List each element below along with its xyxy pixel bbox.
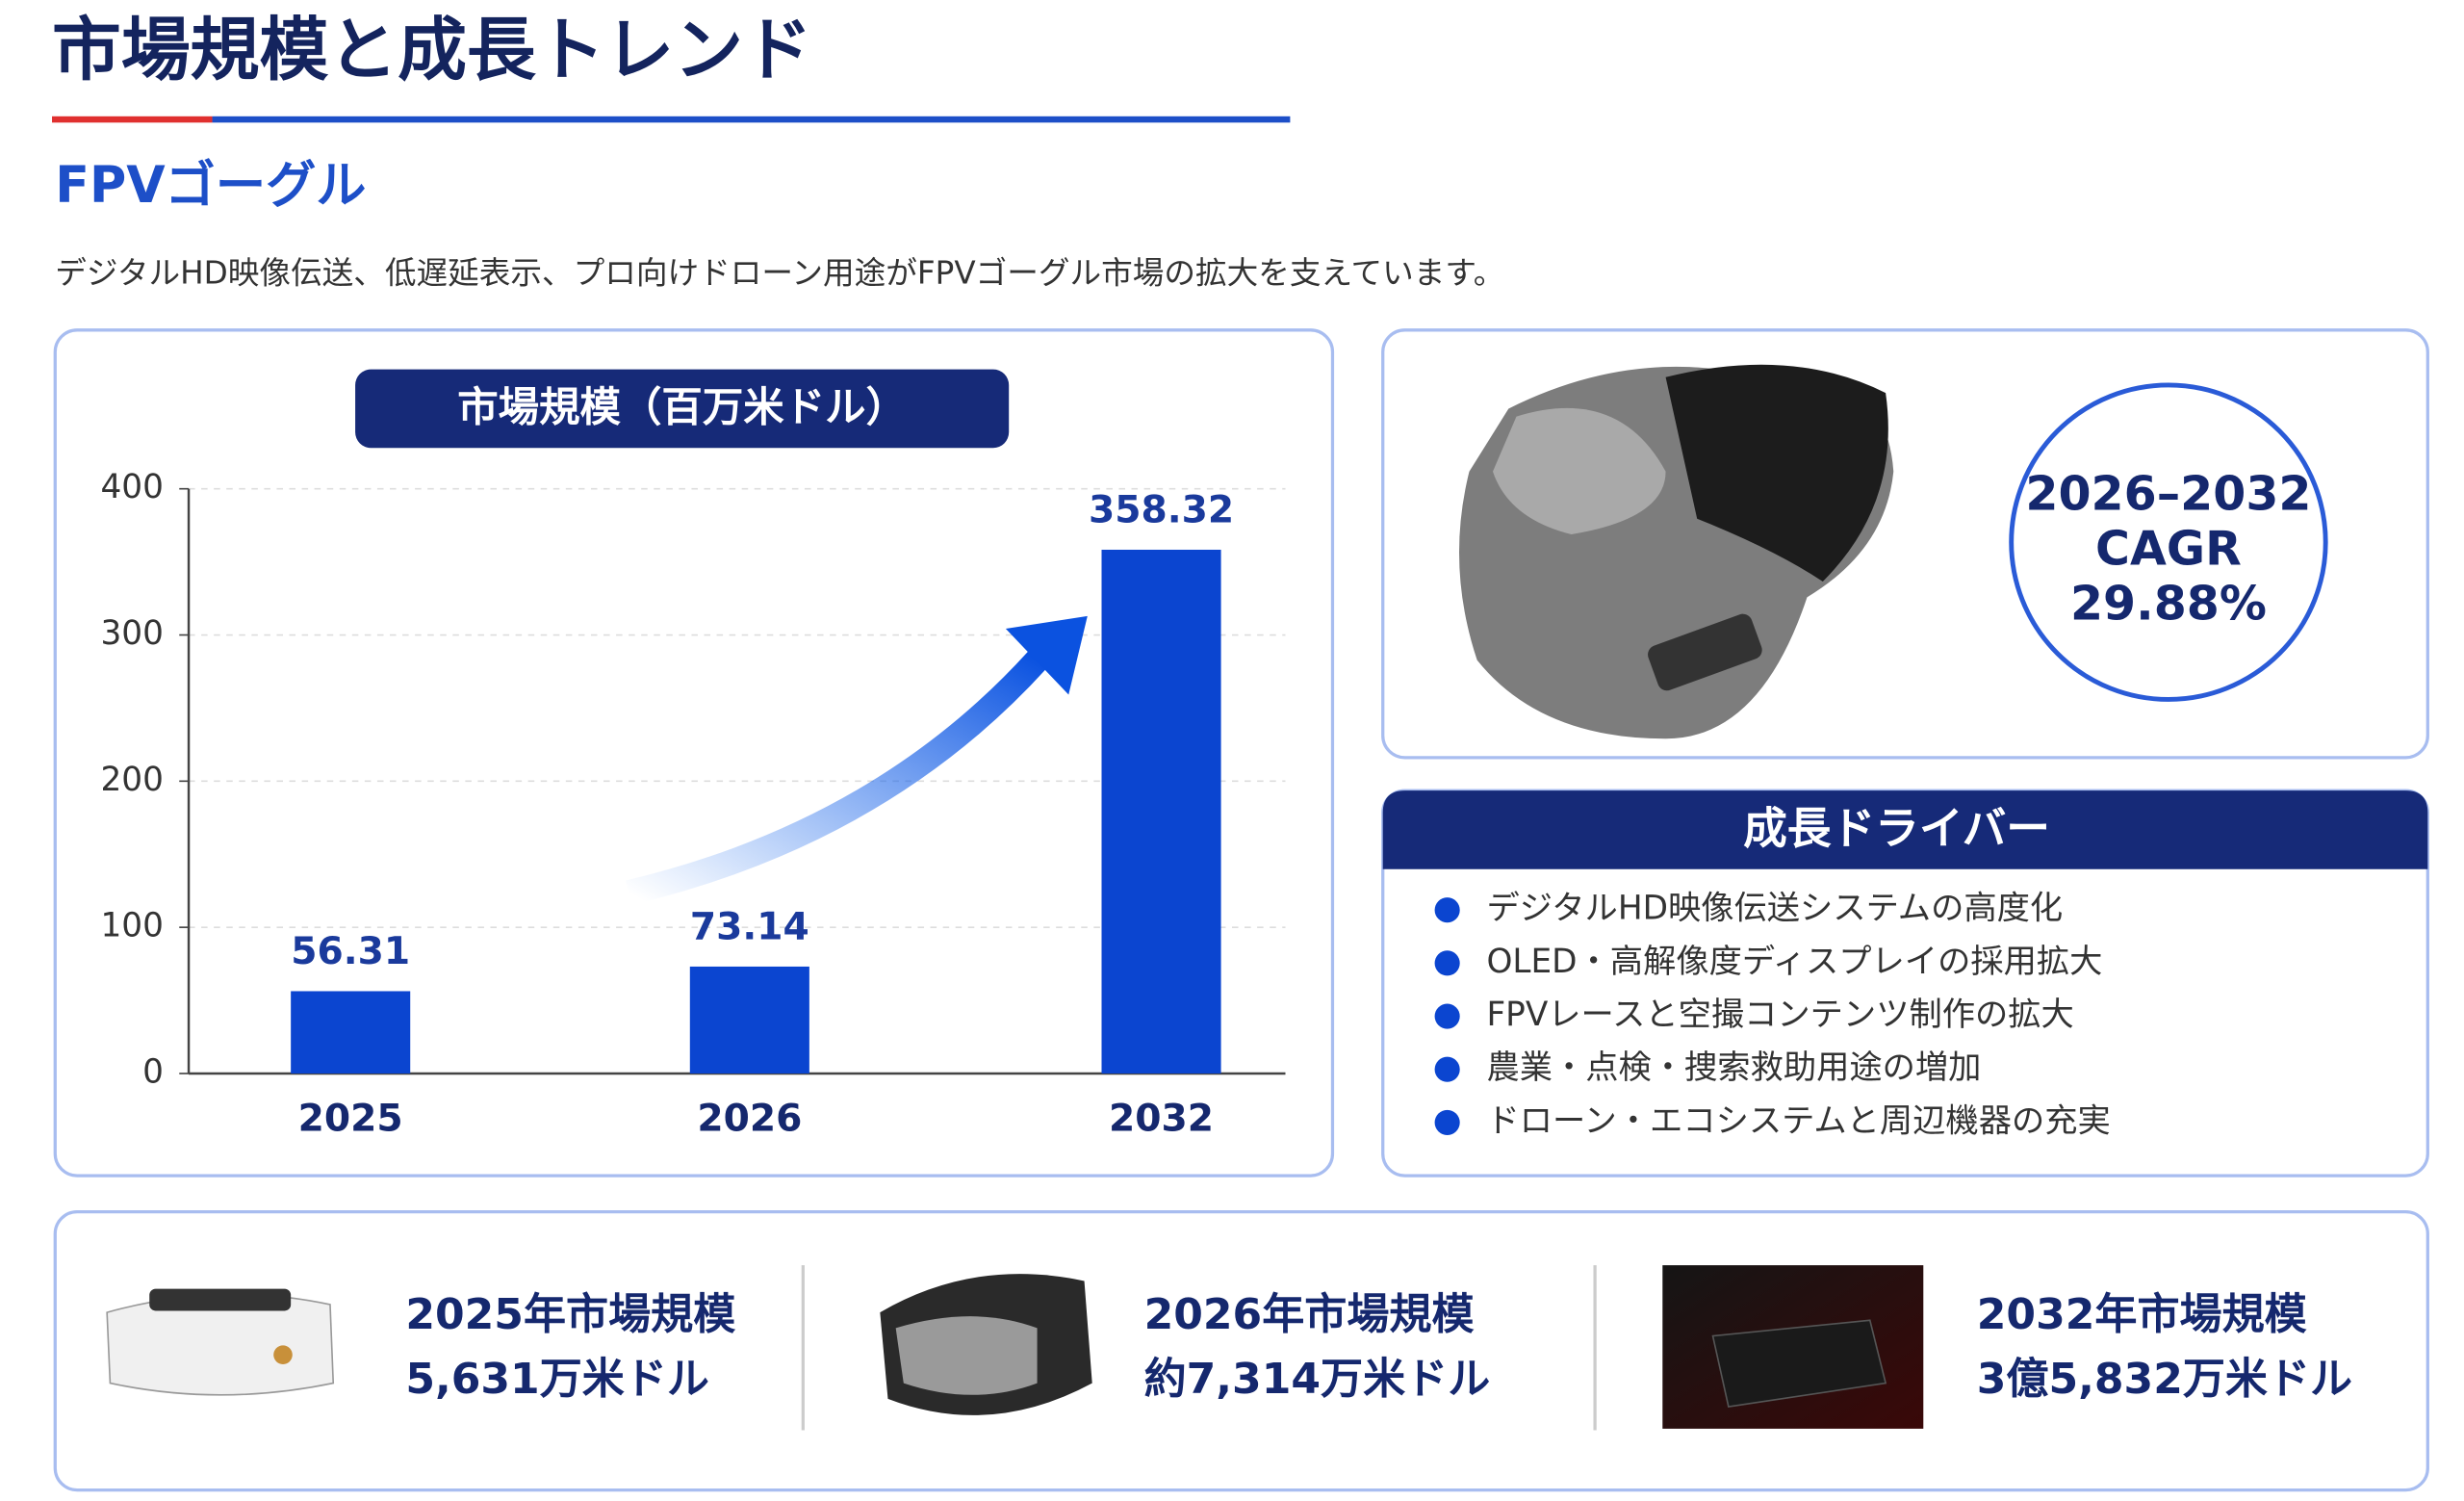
y-tick-label: 0 xyxy=(142,1052,164,1091)
underline-accent xyxy=(52,116,213,123)
bullet xyxy=(1434,897,1460,923)
drivers-list: デジタルHD映像伝送システムの高度化 OLED・高解像度ディスプレイの採用拡大 FP… xyxy=(1434,890,2111,1140)
trend-arrow xyxy=(626,651,1047,905)
bar xyxy=(1101,549,1221,1074)
drivers-title: 成長ドライバー xyxy=(1743,803,2050,854)
page-title: 市場規模と成長トレンド xyxy=(52,10,812,91)
description: デジタルHD映像伝送、低遅延表示、プロ向けドローン用途がFPVゴーグル市場の拡大… xyxy=(55,255,1504,292)
y-tick-label: 100 xyxy=(101,907,164,945)
cagr-period: 2026–2032 xyxy=(2025,466,2311,521)
product-image xyxy=(106,1288,335,1396)
driver-item: デジタルHD映像伝送システムの高度化 xyxy=(1486,890,2063,928)
summary-label: 2025年市場規模 xyxy=(405,1290,735,1339)
goggle-image xyxy=(1459,364,1894,739)
y-tick-label: 300 xyxy=(101,614,164,653)
driver-item: FPVレースと空撮コンテンツ制作の拡大 xyxy=(1486,996,2073,1034)
trend-arrow-head xyxy=(1005,615,1088,695)
bullet xyxy=(1434,950,1460,976)
cagr-label: CAGR xyxy=(2095,521,2242,576)
drivers-header xyxy=(1382,790,2428,869)
summary-label: 2026年市場規模 xyxy=(1144,1290,1475,1339)
summary-label: 2032年市場規模 xyxy=(1977,1290,2307,1339)
bullet xyxy=(1434,1003,1460,1029)
subtitle: FPVゴーグル xyxy=(55,157,366,215)
bullet xyxy=(1434,1056,1460,1082)
product-image xyxy=(880,1274,1092,1415)
x-tick-label: 2032 xyxy=(1109,1097,1214,1140)
bar xyxy=(689,966,809,1074)
x-tick-label: 2026 xyxy=(697,1097,802,1140)
summary-card xyxy=(53,1209,2429,1492)
value-label: 358.32 xyxy=(1089,488,1234,531)
driver-item: 農業・点検・捜索救助用途の増加 xyxy=(1486,1048,1981,1087)
value-label: 73.14 xyxy=(690,905,809,948)
y-tick-label: 200 xyxy=(101,761,164,799)
cagr-circle xyxy=(2009,382,2328,702)
chart-card xyxy=(53,328,1335,1178)
summary-value: 5,631万米ドル xyxy=(405,1355,709,1404)
bullet xyxy=(1434,1109,1460,1135)
driver-item: ドローン・エコシステムと周辺機器の充実 xyxy=(1486,1101,2110,1140)
chart-title: 市場規模（百万米ドル） xyxy=(457,385,907,432)
chart-title-pill xyxy=(355,369,1010,449)
plot: 0 100 200 300 400 2025 56.31 2026 73.14 2032 358.3… xyxy=(101,468,1286,1140)
underline xyxy=(212,116,1291,123)
y-tick-label: 400 xyxy=(101,468,164,506)
product-image xyxy=(1662,1265,1924,1429)
driver-item: OLED・高解像度ディスプレイの採用拡大 xyxy=(1486,943,2102,981)
cagr-value: 29.88% xyxy=(2070,577,2267,632)
summary-value: 約7,314万米ドル xyxy=(1144,1355,1491,1404)
bar xyxy=(291,991,411,1074)
value-label: 56.31 xyxy=(291,930,410,973)
x-tick-label: 2025 xyxy=(298,1097,403,1140)
summary-value: 3億5,832万米ドル xyxy=(1977,1355,2352,1404)
